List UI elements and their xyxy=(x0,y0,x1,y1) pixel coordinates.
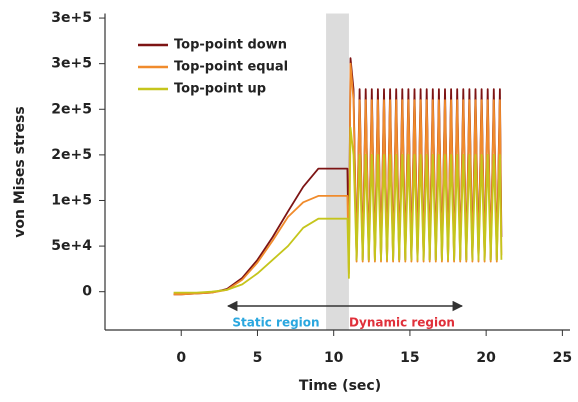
region-label: Static region xyxy=(232,316,319,330)
y-tick-label: 2e+5 xyxy=(51,147,92,163)
y-axis-label: von Mises stress xyxy=(12,106,28,237)
shaded-region xyxy=(326,13,349,330)
x-tick-label: 20 xyxy=(476,350,496,366)
y-tick-label: 3e+5 xyxy=(51,10,92,26)
y-tick-label: 1e+5 xyxy=(51,192,92,208)
x-tick-label: 0 xyxy=(176,350,186,366)
y-tick-label: 0 xyxy=(82,284,92,300)
x-tick-label: 15 xyxy=(400,350,419,366)
legend-label: Top-point up xyxy=(174,82,266,97)
x-tick-label: 5 xyxy=(253,350,263,366)
legend-label: Top-point down xyxy=(174,38,287,53)
series-line xyxy=(173,126,503,294)
y-tick-label: 2e+5 xyxy=(51,101,92,117)
y-tick-label: 3e+5 xyxy=(51,56,92,72)
y-tick-label: 5e+4 xyxy=(51,238,92,254)
x-tick-label: 25 xyxy=(553,350,572,366)
x-tick-label: 10 xyxy=(324,350,344,366)
x-axis-label: Time (sec) xyxy=(299,378,381,394)
legend-label: Top-point equal xyxy=(174,60,288,75)
region-label: Dynamic region xyxy=(349,316,455,330)
